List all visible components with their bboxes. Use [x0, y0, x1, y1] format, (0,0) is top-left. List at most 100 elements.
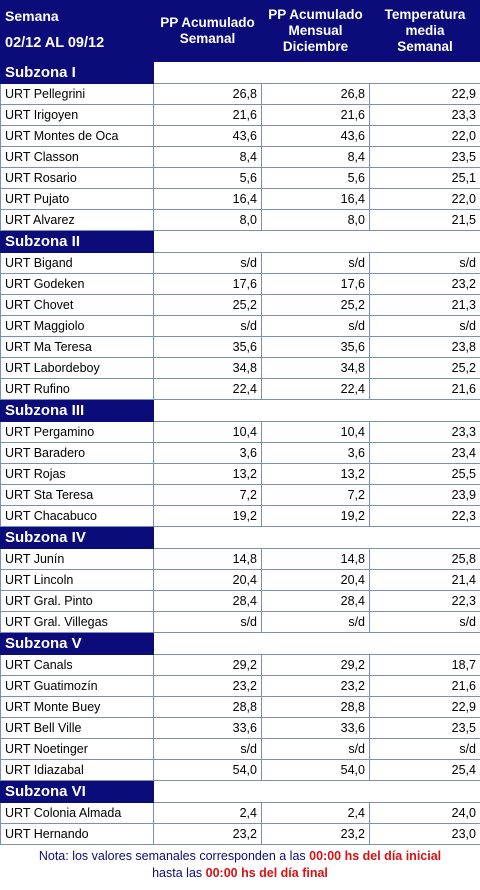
table-row: URT Pellegrini 26,8 26,8 22,9 — [0, 83, 480, 105]
pp-semanal-value: 23,2 — [153, 823, 262, 845]
table-row: URT Gral. Villegas s/d s/d s/d — [0, 611, 480, 633]
station-name: URT Noetinger — [0, 738, 154, 760]
station-name: URT Bell Ville — [0, 717, 154, 739]
table-row: URT Gral. Pinto 28,4 28,4 22,3 — [0, 590, 480, 612]
pp-semanal-header: PP Acumulado Semanal — [153, 0, 262, 62]
temperature-value: 21,4 — [369, 569, 480, 591]
table-row: URT Lincoln 20,4 20,4 21,4 — [0, 569, 480, 591]
pp-mensual-value: 3,6 — [261, 442, 370, 464]
station-name: URT Monte Buey — [0, 696, 154, 718]
station-name: URT Colonia Almada — [0, 802, 154, 824]
pp-semanal-value: 35,6 — [153, 336, 262, 358]
zone-header-blank — [153, 632, 480, 655]
pp-semanal-value: 13,2 — [153, 463, 262, 485]
pp-mensual-value: 5,6 — [261, 167, 370, 189]
pp-mensual-value: 29,2 — [261, 654, 370, 676]
pp-semanal-value: 8,4 — [153, 146, 262, 168]
table-row: URT Colonia Almada 2,4 2,4 24,0 — [0, 802, 480, 824]
table-row: URT Bell Ville 33,6 33,6 23,5 — [0, 717, 480, 739]
zone-header-row: Subzona V — [0, 632, 480, 655]
pp-mensual-value: s/d — [261, 252, 370, 274]
table-row: URT Maggiolo s/d s/d s/d — [0, 315, 480, 337]
table-row: URT Noetinger s/d s/d s/d — [0, 738, 480, 760]
temperature-value: 23,9 — [369, 484, 480, 506]
pp-mensual-value: 25,2 — [261, 294, 370, 316]
table-row: URT Montes de Oca 43,6 43,6 22,0 — [0, 125, 480, 147]
semana-label: Semana — [5, 8, 59, 24]
table-row: URT Labordeboy 34,8 34,8 25,2 — [0, 357, 480, 379]
footnote-highlight-end: 00:00 hs del día final — [205, 866, 328, 880]
temperature-value: 22,9 — [369, 696, 480, 718]
table-row: URT Godeken 17,6 17,6 23,2 — [0, 273, 480, 295]
pp-mensual-value: 23,2 — [261, 823, 370, 845]
pp-mensual-value: 8,0 — [261, 209, 370, 231]
pp-semanal-value: 3,6 — [153, 442, 262, 464]
pp-semanal-value: s/d — [153, 252, 262, 274]
date-range: 02/12 AL 09/12 — [5, 35, 105, 51]
temperature-value: 25,4 — [369, 759, 480, 781]
pp-semanal-value: 34,8 — [153, 357, 262, 379]
table-row: URT Idiazabal 54,0 54,0 25,4 — [0, 759, 480, 781]
temperature-value: 25,1 — [369, 167, 480, 189]
pp-semanal-value: 17,6 — [153, 273, 262, 295]
station-name: URT Ma Teresa — [0, 336, 154, 358]
table-row: URT Baradero 3,6 3,6 23,4 — [0, 442, 480, 464]
temperature-value: 22,9 — [369, 83, 480, 105]
temperature-value: s/d — [369, 611, 480, 633]
footnote-line-2: hasta las 00:00 hs del día final — [152, 866, 328, 880]
table-row: URT Rojas 13,2 13,2 25,5 — [0, 463, 480, 485]
pp-mensual-value: 13,2 — [261, 463, 370, 485]
station-name: URT Rufino — [0, 378, 154, 400]
station-name: URT Alvarez — [0, 209, 154, 231]
zone-header-blank — [153, 399, 480, 422]
footnote-line-1: Nota: los valores semanales corresponden… — [38, 849, 442, 863]
table-row: URT Rufino 22,4 22,4 21,6 — [0, 378, 480, 400]
station-name: URT Maggiolo — [0, 315, 154, 337]
table-row: URT Hernando 23,2 23,2 23,0 — [0, 823, 480, 845]
station-name: URT Montes de Oca — [0, 125, 154, 147]
semana-header-cell: Semana 02/12 AL 09/12 — [0, 0, 154, 62]
temperature-value: 21,6 — [369, 378, 480, 400]
table-row: URT Irigoyen 21,6 21,6 23,3 — [0, 104, 480, 126]
pp-mensual-header: PP Acumulado Mensual Diciembre — [261, 0, 370, 62]
table-row: URT Ma Teresa 35,6 35,6 23,8 — [0, 336, 480, 358]
table-row: URT Sta Teresa 7,2 7,2 23,9 — [0, 484, 480, 506]
pp-mensual-value: 7,2 — [261, 484, 370, 506]
zone-header-row: Subzona IV — [0, 526, 480, 549]
zone-header-blank — [153, 526, 480, 549]
zone-name: Subzona V — [0, 632, 154, 655]
pp-mensual-value: 22,4 — [261, 378, 370, 400]
pp-semanal-value: 14,8 — [153, 548, 262, 570]
pp-mensual-value: 19,2 — [261, 505, 370, 527]
temperature-value: s/d — [369, 315, 480, 337]
pp-semanal-value: 2,4 — [153, 802, 262, 824]
station-name: URT Rojas — [0, 463, 154, 485]
temperature-value: 23,2 — [369, 273, 480, 295]
temperature-value: s/d — [369, 252, 480, 274]
zone-name: Subzona IV — [0, 526, 154, 549]
temperature-value: 25,8 — [369, 548, 480, 570]
station-name: URT Baradero — [0, 442, 154, 464]
temperature-value: 21,6 — [369, 675, 480, 697]
zone-name: Subzona III — [0, 399, 154, 422]
zone-header-row: Subzona II — [0, 230, 480, 253]
temperature-value: 25,5 — [369, 463, 480, 485]
weather-table: Semana 02/12 AL 09/12 PP Acumulado Seman… — [0, 0, 480, 845]
pp-semanal-value: 22,4 — [153, 378, 262, 400]
zone-header-blank — [153, 61, 480, 84]
pp-mensual-value: 16,4 — [261, 188, 370, 210]
zone-name: Subzona II — [0, 230, 154, 253]
pp-mensual-value: s/d — [261, 315, 370, 337]
table-row: URT Canals 29,2 29,2 18,7 — [0, 654, 480, 676]
pp-mensual-value: 33,6 — [261, 717, 370, 739]
pp-mensual-value: 34,8 — [261, 357, 370, 379]
station-name: URT Chacabuco — [0, 505, 154, 527]
pp-semanal-value: 29,2 — [153, 654, 262, 676]
temperature-value: 23,4 — [369, 442, 480, 464]
pp-semanal-value: 43,6 — [153, 125, 262, 147]
table-row: URT Junín 14,8 14,8 25,8 — [0, 548, 480, 570]
pp-semanal-value: s/d — [153, 738, 262, 760]
table-row: URT Alvarez 8,0 8,0 21,5 — [0, 209, 480, 231]
pp-mensual-value: 8,4 — [261, 146, 370, 168]
pp-semanal-value: 10,4 — [153, 421, 262, 443]
